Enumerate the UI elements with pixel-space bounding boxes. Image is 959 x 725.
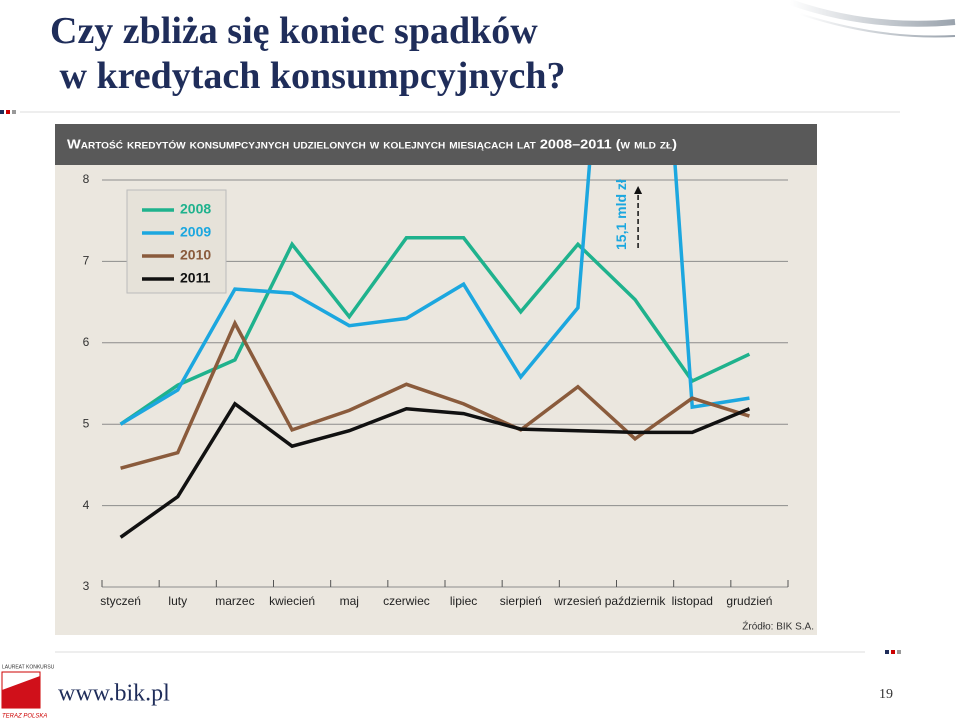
decoration <box>799 13 956 38</box>
legend-label: 2009 <box>180 224 211 240</box>
plot-area <box>119 165 751 539</box>
x-tick-label: styczeń <box>100 594 141 608</box>
decoration <box>789 0 956 27</box>
x-tick-label: maj <box>340 594 359 608</box>
marker <box>891 650 895 654</box>
series-line <box>119 236 751 426</box>
y-tick-label: 8 <box>83 172 90 186</box>
legend-label: 2011 <box>180 270 211 286</box>
x-tick-label: luty <box>168 594 187 608</box>
y-tick-label: 5 <box>83 416 90 430</box>
marker <box>0 110 4 114</box>
y-tick-label: 4 <box>83 498 90 512</box>
legend-label: 2010 <box>180 247 211 263</box>
marker <box>885 650 889 654</box>
x-tick-label: grudzień <box>726 594 772 608</box>
x-tick-label: kwiecień <box>269 594 315 608</box>
legend-box <box>126 189 227 294</box>
marker <box>897 650 901 654</box>
y-tick-label: 7 <box>83 254 90 268</box>
marker <box>6 110 10 114</box>
y-tick-label: 6 <box>83 335 90 349</box>
y-tick-label: 3 <box>83 579 90 593</box>
x-tick-label: październik <box>605 594 667 608</box>
page-number: 19 <box>879 687 893 702</box>
chart-title: Wartość kredytów konsumpcyjnych udzielon… <box>67 136 677 151</box>
x-tick-label: sierpień <box>500 594 542 608</box>
value-label: 15,1 mld zł <box>613 179 629 250</box>
x-tick-label: listopad <box>672 594 713 608</box>
x-tick-label: czerwiec <box>383 594 430 608</box>
logo-text: TERAZ POLSKA <box>2 714 47 720</box>
chart-header <box>55 124 817 165</box>
marker <box>12 110 16 114</box>
legend: 2008 2009 2010 2011 <box>126 189 227 294</box>
logo <box>2 676 40 708</box>
logo-text: LAUREAT KONKURSU <box>2 664 55 670</box>
x-tick-label: lipiec <box>450 594 477 608</box>
legend-label: 2008 <box>180 201 211 217</box>
x-tick-label: wrzesień <box>553 594 601 608</box>
footer-url: www.bik.pl <box>58 681 170 707</box>
annotation-arrow <box>634 186 643 194</box>
x-tick-label: marzec <box>215 594 254 608</box>
series-line <box>119 165 750 426</box>
source: Źródło: BIK S.A. <box>742 620 814 633</box>
series-line <box>119 401 751 539</box>
slide-title: Czy zbliża się koniec spadków w kredytac… <box>50 10 566 97</box>
